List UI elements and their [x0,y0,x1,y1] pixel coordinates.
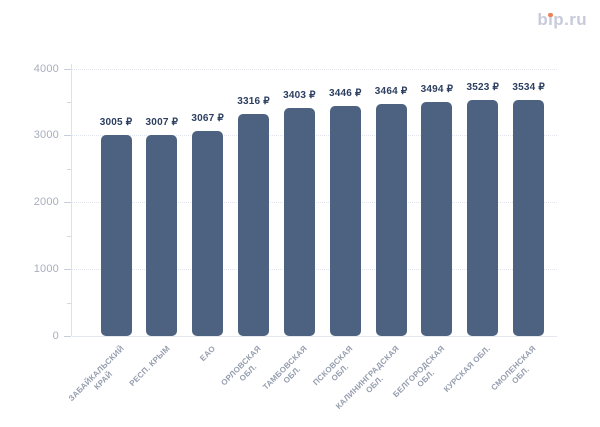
bar [238,114,270,336]
bar [513,99,545,336]
bar [100,135,132,336]
bar-value-label: 3534 ₽ [512,81,545,93]
y-axis-minor-tick [67,235,71,237]
y-axis-tick-label: 1000 [33,263,59,276]
y-axis-tick-label: 2000 [33,196,59,209]
x-axis-label: ЕАО [198,344,218,363]
bar [421,102,453,336]
y-axis-line [71,64,72,336]
x-axis-label: ТАМБОВСКАЯ ОБЛ. [261,344,309,392]
bar [146,134,178,336]
y-axis-major-tick [64,135,71,137]
bar [329,105,361,336]
bar-value-label: 3007 ₽ [145,116,179,128]
brand-logo[interactable]: bip.ru [537,11,587,28]
bar-value-label: 3446 ₽ [328,87,362,99]
bar-value-label: 3464 ₽ [374,86,408,98]
bar-value-label: 3403 ₽ [283,90,316,102]
y-axis-minor-tick [67,302,71,304]
y-axis-tick-label: 0 [52,330,59,342]
x-axis-label: ЗАБАЙКАЛЬСКИЙ КРАЙ [66,344,126,404]
bar-value-label: 3316 ₽ [237,96,270,108]
y-axis-tick-label: 3000 [33,129,59,142]
y-axis-tick-label: 4000 [33,62,59,75]
y-axis-minor-tick [67,168,71,170]
x-axis-label: КУРСКАЯ ОБЛ. [442,344,493,394]
bar-value-label: 3494 ₽ [420,84,454,96]
y-axis-major-tick [64,202,71,204]
gridline [72,68,557,70]
bar [467,100,499,336]
bar-value-label: 3523 ₽ [466,82,500,94]
x-axis-label: РЕСП. КРЫМ [127,344,172,389]
bar-value-label: 3067 ₽ [191,112,224,124]
y-axis-major-tick [64,68,71,70]
bar [375,104,407,336]
x-axis-line [72,336,557,337]
y-axis-major-tick [64,336,71,337]
bar [283,108,315,336]
x-axis-label: СМОЛЕНСКАЯ ОБЛ. [489,344,539,393]
brand-logo-i-dot [548,12,553,17]
bar-value-label: 3005 ₽ [99,117,133,129]
y-axis-minor-tick [67,101,71,103]
y-axis-major-tick [64,269,71,271]
bar [192,130,224,336]
